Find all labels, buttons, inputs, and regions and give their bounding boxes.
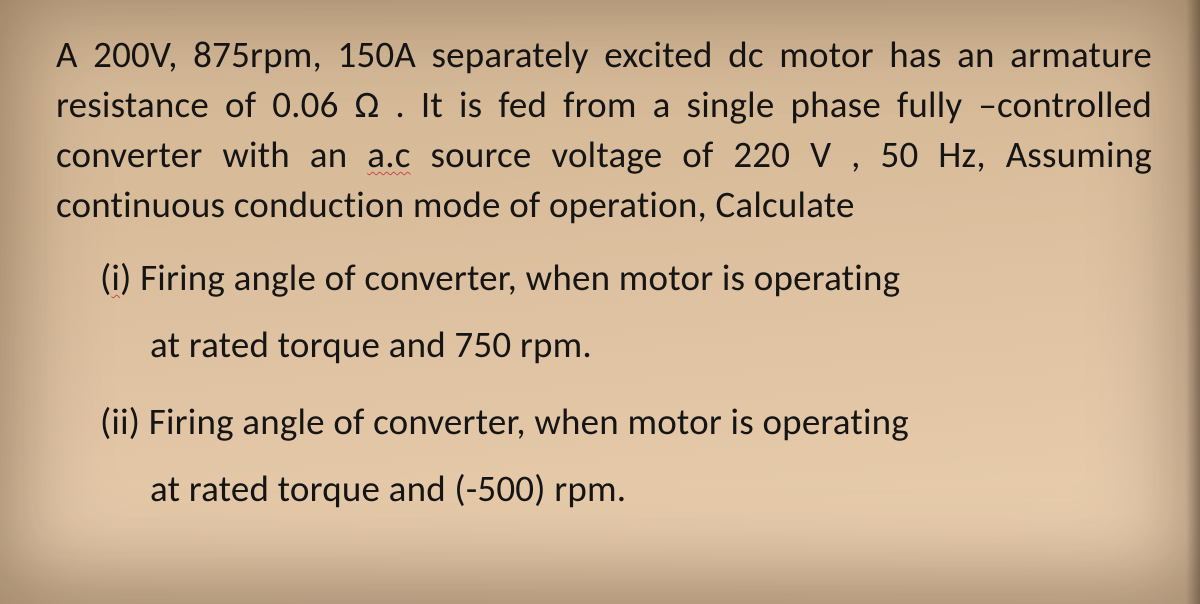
part2-line1: (ii) Firing angle of converter, when mot…: [100, 399, 909, 444]
part2-line2: at rated torque and (-500) rpm.: [100, 459, 1152, 518]
part1-line2: at rated torque and 750 rpm.: [100, 315, 1152, 374]
right-edge-shadow: [1186, 0, 1200, 604]
part-2: (ii) Firing angle of converter, when mot…: [56, 392, 1152, 518]
part1-roman-i: i: [111, 255, 120, 300]
problem-statement: A 200V, 875rpm, 150A separately excited …: [56, 30, 1152, 519]
part-1: (i) Firing angle of converter, when moto…: [56, 248, 1152, 374]
part1-line1: ) Firing angle of converter, when motor …: [120, 255, 900, 300]
part1-paren-open: (: [100, 255, 111, 300]
wavy-ac: a.c: [367, 132, 410, 177]
